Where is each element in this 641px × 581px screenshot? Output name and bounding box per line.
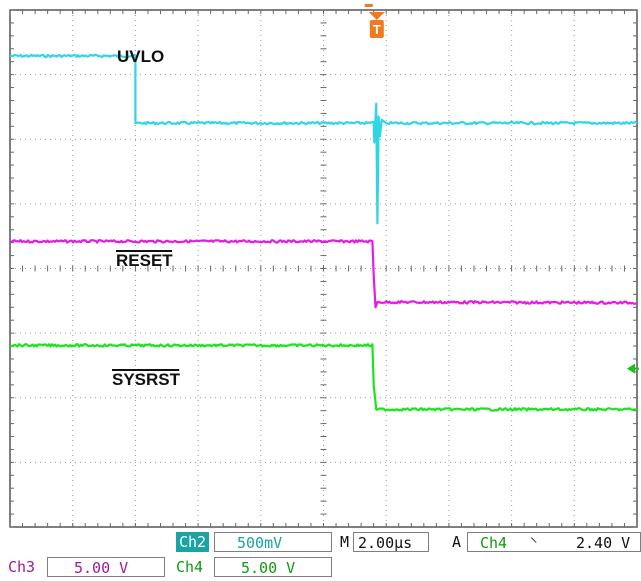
waveform-traces [9,53,638,412]
trigger-level: 2.40 V [576,534,631,552]
ch2-tag: Ch2 [176,532,210,552]
trigger-readout: Ch4 ⸌ 2.40 V [467,532,641,552]
ch4-scale-readout: 5.00 V [214,557,332,577]
trigger-prefix: A [452,533,462,551]
graticule [9,9,638,528]
timebase-prefix: M [340,533,350,551]
trace-uvlo [10,53,638,225]
ch3-tag: Ch3 [8,558,36,576]
trigger-arrow-icon [368,12,385,20]
trigger-position-marker [369,20,384,38]
trace-label-uvlo: UVLO [117,47,164,66]
trace-sysrst [9,343,638,412]
trace-labels: UVLO RESET SYSRST [112,47,181,389]
trace-label-reset: RESET [116,251,173,270]
trigger-marker-label: T [373,22,381,37]
ch3-scale-readout: 5.00 V [47,557,165,577]
trigger-slope-icon: ⸌ [530,534,538,552]
trigger-position-tick [364,4,373,7]
ch2-scale-readout: 500mV [214,532,332,552]
trace-reset [9,239,638,309]
timebase-readout: 2.00µs [353,532,429,552]
ch4-tag: Ch4 [176,558,204,576]
scope-markers: T [364,4,639,374]
trace-label-sysrst: SYSRST [112,370,181,389]
trigger-source: Ch4 [480,534,508,552]
trigger-level-arrow-icon [627,363,635,374]
